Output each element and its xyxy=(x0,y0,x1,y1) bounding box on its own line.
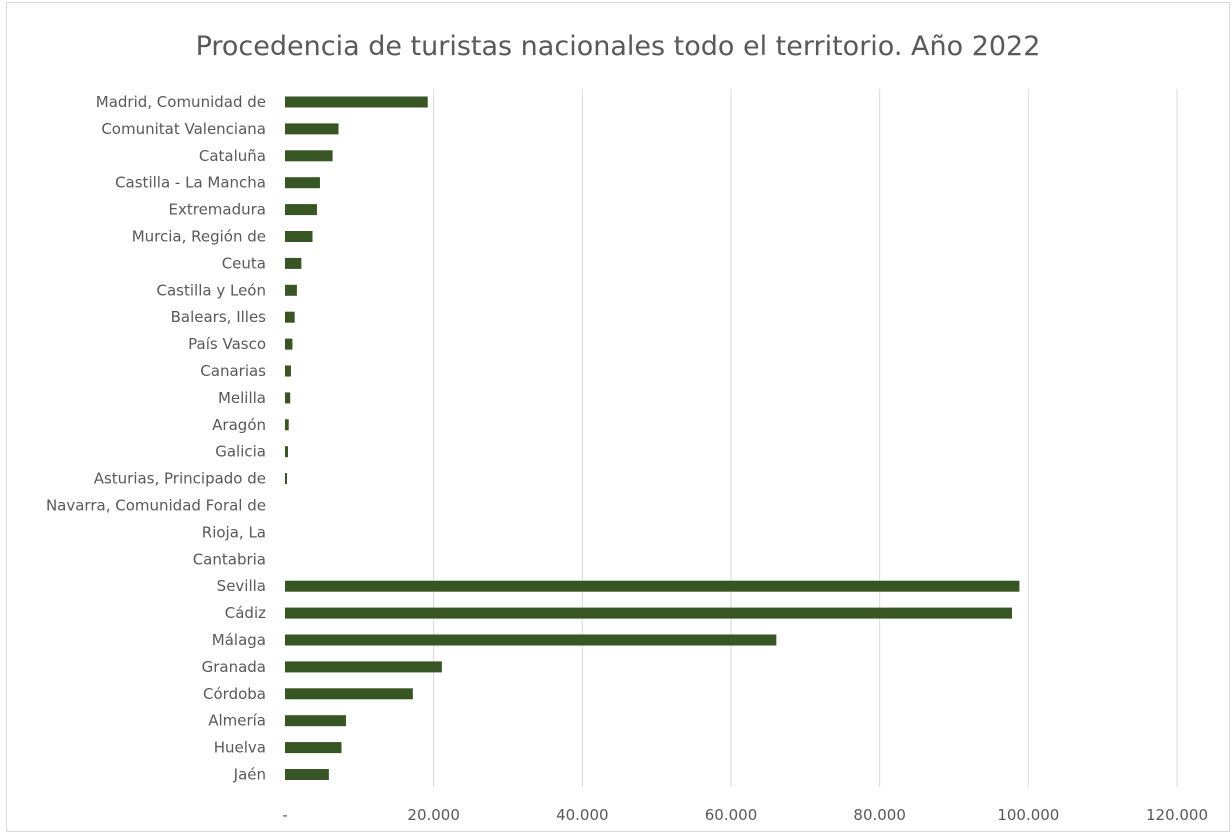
category-label: Melilla xyxy=(218,389,266,407)
bar xyxy=(285,392,291,404)
bar xyxy=(285,607,1012,619)
category-label: Sevilla xyxy=(217,577,266,595)
category-label: Almería xyxy=(208,712,266,730)
category-label: Cádiz xyxy=(225,604,266,622)
category-label: Navarra, Comunidad Foral de xyxy=(46,497,266,515)
category-label: Cataluña xyxy=(199,147,266,165)
bar xyxy=(285,661,442,673)
category-label: Balears, Illes xyxy=(171,308,267,326)
bar xyxy=(285,123,339,135)
x-tick-label: 80.000 xyxy=(853,806,906,824)
category-label: Aragón xyxy=(212,416,266,434)
bar xyxy=(285,365,291,377)
x-tick-label: 20.000 xyxy=(407,806,460,824)
bar-chart: Madrid, Comunidad de Comunitat Valenciana… xyxy=(46,89,1208,824)
chart-title: Procedencia de turistas nacionales todo … xyxy=(195,31,1041,62)
bar xyxy=(285,177,320,189)
bar xyxy=(285,150,333,162)
category-label: Jaén xyxy=(233,766,266,784)
bar xyxy=(285,231,313,242)
category-label: Granada xyxy=(202,658,266,676)
category-label: Madrid, Comunidad de xyxy=(96,93,266,111)
bar xyxy=(285,634,777,646)
category-label: Castilla - La Mancha xyxy=(115,174,266,192)
x-tick-label: 100.000 xyxy=(997,806,1059,824)
category-label: Cantabria xyxy=(193,550,266,568)
x-tick-label: - xyxy=(282,806,287,824)
category-label: Galicia xyxy=(215,443,266,461)
chart-frame: Procedencia de turistas nacionales todo … xyxy=(6,2,1230,832)
bar xyxy=(285,473,287,485)
bar xyxy=(285,742,342,754)
category-label: Córdoba xyxy=(203,685,266,703)
bar xyxy=(285,688,413,700)
x-tick-label: 40.000 xyxy=(556,806,609,824)
category-label: Canarias xyxy=(200,362,266,380)
category-label: Rioja, La xyxy=(202,523,266,541)
bar xyxy=(285,419,289,431)
category-label: Castilla y León xyxy=(157,281,266,299)
category-label: Murcia, Región de xyxy=(132,228,266,246)
x-tick-label: 120.000 xyxy=(1146,806,1208,824)
category-label: País Vasco xyxy=(188,335,266,353)
x-tick-label: 60.000 xyxy=(705,806,758,824)
category-label: Huelva xyxy=(214,739,266,757)
bar xyxy=(285,769,329,780)
category-label: Asturias, Principado de xyxy=(94,470,266,488)
bar xyxy=(285,96,428,108)
category-label: Ceuta xyxy=(222,254,266,272)
bar xyxy=(285,204,317,216)
bar xyxy=(285,284,297,296)
bar xyxy=(285,580,1020,592)
bar xyxy=(285,338,293,350)
category-label: Málaga xyxy=(212,631,266,649)
bar xyxy=(285,715,346,727)
bar xyxy=(285,446,288,458)
category-label: Extremadura xyxy=(169,201,267,219)
bar xyxy=(285,257,302,269)
bar xyxy=(285,311,295,323)
category-label: Comunitat Valenciana xyxy=(101,120,266,138)
